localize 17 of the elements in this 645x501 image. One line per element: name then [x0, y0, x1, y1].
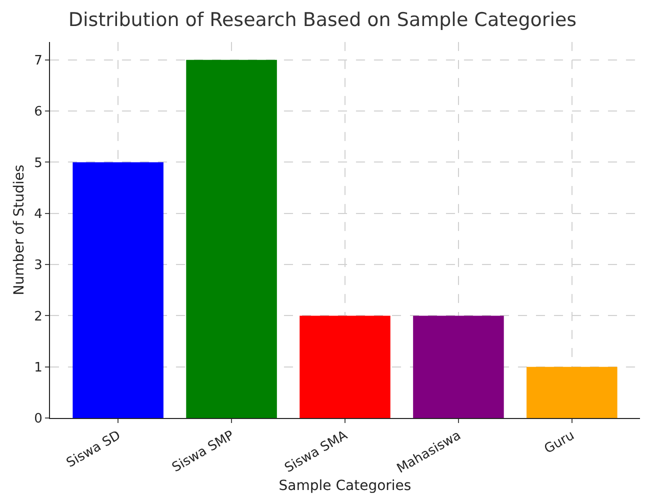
chart-title: Distribution of Research Based on Sample Categories [68, 8, 577, 31]
y-tick-label: 4 [34, 206, 42, 222]
y-tick-label: 1 [34, 360, 42, 376]
y-tick-label: 6 [34, 104, 42, 120]
y-tick-label: 0 [34, 412, 42, 427]
y-tick-label: 7 [34, 53, 42, 68]
bar [300, 316, 390, 418]
x-axis-title: Sample Categories [278, 478, 412, 494]
bar [526, 366, 618, 418]
y-tick-label: 2 [34, 309, 42, 324]
bar [186, 60, 277, 418]
x-tick-label: Guru [542, 428, 578, 458]
bar [413, 316, 504, 418]
y-axis-title: Number of Studies [12, 164, 28, 296]
bar [72, 162, 164, 418]
y-tick-label: 5 [34, 156, 42, 171]
y-tick-label: 3 [34, 258, 42, 274]
